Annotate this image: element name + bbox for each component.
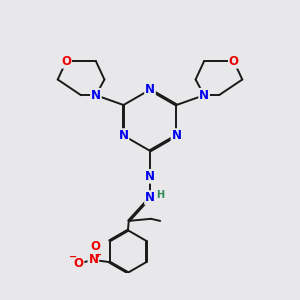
Text: N: N bbox=[88, 254, 98, 266]
Text: N: N bbox=[145, 191, 155, 204]
Text: O: O bbox=[74, 257, 83, 270]
Text: O: O bbox=[61, 55, 71, 68]
Text: H: H bbox=[156, 190, 164, 200]
Text: N: N bbox=[118, 129, 128, 142]
Text: −: − bbox=[68, 252, 77, 262]
Text: +: + bbox=[94, 250, 101, 259]
Text: N: N bbox=[172, 129, 182, 142]
Text: N: N bbox=[199, 89, 209, 102]
Text: N: N bbox=[91, 89, 101, 102]
Text: N: N bbox=[145, 170, 155, 183]
Text: N: N bbox=[145, 83, 155, 96]
Text: O: O bbox=[91, 240, 100, 253]
Text: O: O bbox=[229, 55, 239, 68]
